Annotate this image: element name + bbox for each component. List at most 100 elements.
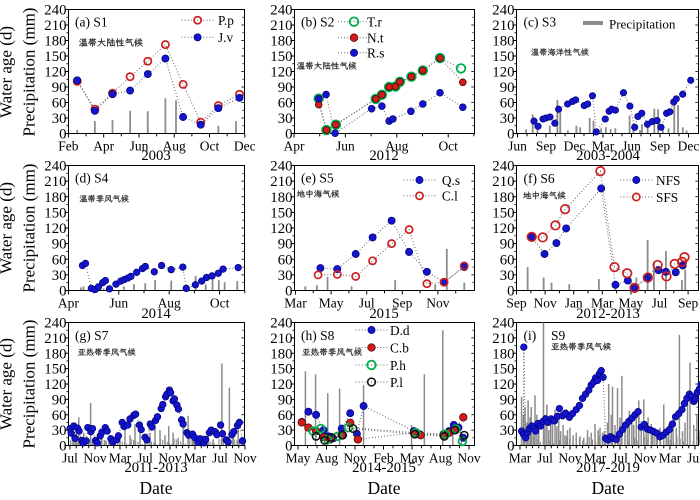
svg-text:Date: Date bbox=[591, 478, 624, 498]
svg-text:Aug: Aug bbox=[385, 139, 408, 154]
svg-text:2015: 2015 bbox=[369, 306, 398, 322]
svg-text:30: 30 bbox=[500, 423, 515, 439]
svg-text:Aug: Aug bbox=[315, 451, 338, 466]
svg-text:P.l: P.l bbox=[390, 375, 403, 390]
svg-text:Precipitation (mm): Precipitation (mm) bbox=[20, 8, 39, 137]
svg-text:C.l: C.l bbox=[442, 189, 458, 204]
svg-text:90: 90 bbox=[278, 80, 293, 96]
svg-text:150: 150 bbox=[492, 362, 514, 378]
svg-text:60: 60 bbox=[278, 408, 293, 424]
svg-text:Mar: Mar bbox=[592, 139, 615, 154]
svg-text:Dec: Dec bbox=[234, 139, 256, 154]
svg-text:Apr: Apr bbox=[58, 296, 79, 311]
svg-text:SFS: SFS bbox=[656, 190, 678, 205]
svg-text:Feb: Feb bbox=[58, 139, 79, 154]
svg-text:180: 180 bbox=[44, 190, 66, 206]
svg-text:(h) S8: (h) S8 bbox=[301, 328, 335, 343]
svg-text:0: 0 bbox=[59, 284, 66, 300]
svg-text:30: 30 bbox=[500, 111, 515, 127]
svg-text:0: 0 bbox=[507, 439, 514, 455]
svg-text:Mar: Mar bbox=[659, 451, 682, 466]
svg-text:Sep: Sep bbox=[506, 296, 527, 311]
svg-text:210: 210 bbox=[270, 331, 292, 347]
svg-text:120: 120 bbox=[270, 65, 292, 81]
svg-text:2017-2019: 2017-2019 bbox=[576, 460, 640, 476]
svg-text:N.t: N.t bbox=[367, 31, 384, 46]
svg-text:Precipitation (mm): Precipitation (mm) bbox=[20, 320, 39, 449]
svg-text:Nov: Nov bbox=[457, 451, 480, 466]
svg-text:May: May bbox=[400, 451, 425, 466]
svg-text:240: 240 bbox=[492, 316, 514, 332]
svg-text:Water age (d): Water age (d) bbox=[0, 182, 16, 274]
svg-text:2014-2015: 2014-2015 bbox=[352, 460, 416, 476]
svg-text:30: 30 bbox=[52, 111, 67, 127]
svg-text:Jul: Jul bbox=[652, 296, 668, 311]
svg-text:Precipitation: Precipitation bbox=[609, 17, 676, 32]
svg-text:D.d: D.d bbox=[390, 323, 410, 338]
svg-text:210: 210 bbox=[44, 174, 66, 190]
svg-text:90: 90 bbox=[278, 237, 293, 253]
svg-text:(g) S7: (g) S7 bbox=[75, 328, 109, 343]
svg-text:180: 180 bbox=[492, 34, 514, 50]
svg-text:2014: 2014 bbox=[141, 306, 171, 322]
svg-text:150: 150 bbox=[44, 362, 66, 378]
svg-text:(a) S1: (a) S1 bbox=[75, 15, 108, 30]
svg-text:240: 240 bbox=[270, 159, 292, 175]
svg-text:210: 210 bbox=[270, 174, 292, 190]
svg-text:90: 90 bbox=[500, 80, 515, 96]
svg-text:150: 150 bbox=[44, 205, 66, 221]
svg-text:180: 180 bbox=[270, 34, 292, 50]
svg-text:Sep: Sep bbox=[678, 296, 699, 311]
svg-text:Jun: Jun bbox=[109, 296, 128, 311]
svg-text:180: 180 bbox=[492, 346, 514, 362]
svg-text:Mar: Mar bbox=[509, 451, 532, 466]
svg-text:Precipitation (mm): Precipitation (mm) bbox=[20, 164, 39, 293]
svg-text:240: 240 bbox=[492, 3, 514, 19]
svg-text:(f) S6: (f) S6 bbox=[524, 171, 555, 186]
svg-text:90: 90 bbox=[500, 392, 515, 408]
svg-text:Jul: Jul bbox=[612, 451, 628, 466]
svg-text:Dec: Dec bbox=[678, 139, 700, 154]
svg-text:240: 240 bbox=[44, 159, 66, 175]
svg-text:May: May bbox=[619, 296, 644, 311]
svg-text:210: 210 bbox=[44, 18, 66, 34]
svg-text:60: 60 bbox=[500, 96, 515, 112]
svg-text:120: 120 bbox=[270, 377, 292, 393]
svg-text:30: 30 bbox=[278, 111, 293, 127]
svg-text:Apr: Apr bbox=[93, 139, 114, 154]
svg-text:120: 120 bbox=[492, 65, 514, 81]
svg-text:T.r: T.r bbox=[367, 15, 382, 30]
svg-text:Nov: Nov bbox=[83, 451, 106, 466]
svg-text:Oct: Oct bbox=[210, 296, 230, 311]
svg-text:Jun: Jun bbox=[336, 139, 355, 154]
svg-text:Nov: Nov bbox=[633, 451, 656, 466]
svg-text:S9: S9 bbox=[551, 328, 566, 343]
svg-text:Nov: Nov bbox=[158, 451, 181, 466]
svg-text:Mar: Mar bbox=[184, 451, 207, 466]
svg-text:Mar: Mar bbox=[584, 451, 607, 466]
svg-text:150: 150 bbox=[270, 205, 292, 221]
svg-text:90: 90 bbox=[500, 237, 515, 253]
svg-text:210: 210 bbox=[492, 331, 514, 347]
svg-text:Nov: Nov bbox=[426, 296, 449, 311]
svg-text:0: 0 bbox=[285, 439, 292, 455]
svg-text:J.v: J.v bbox=[218, 30, 233, 45]
svg-text:30: 30 bbox=[278, 268, 293, 284]
svg-text:Date: Date bbox=[367, 478, 400, 498]
svg-text:0: 0 bbox=[507, 127, 514, 143]
svg-text:180: 180 bbox=[44, 34, 66, 50]
svg-text:30: 30 bbox=[500, 268, 515, 284]
svg-text:210: 210 bbox=[44, 331, 66, 347]
svg-text:May: May bbox=[286, 451, 311, 466]
svg-text:(i): (i) bbox=[524, 328, 537, 343]
svg-text:240: 240 bbox=[44, 3, 66, 19]
svg-text:Sep: Sep bbox=[536, 139, 557, 154]
svg-text:240: 240 bbox=[44, 316, 66, 332]
svg-text:210: 210 bbox=[270, 18, 292, 34]
svg-text:30: 30 bbox=[52, 423, 67, 439]
svg-text:(d) S4: (d) S4 bbox=[75, 171, 109, 186]
svg-text:120: 120 bbox=[44, 377, 66, 393]
svg-text:30: 30 bbox=[52, 268, 67, 284]
svg-text:210: 210 bbox=[492, 174, 514, 190]
svg-text:240: 240 bbox=[270, 316, 292, 332]
